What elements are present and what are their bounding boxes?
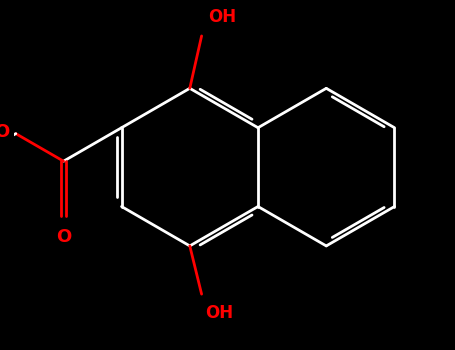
Text: OH: OH: [208, 8, 236, 27]
Text: O: O: [0, 123, 10, 141]
Text: O: O: [56, 228, 71, 246]
Text: OH: OH: [206, 303, 234, 322]
